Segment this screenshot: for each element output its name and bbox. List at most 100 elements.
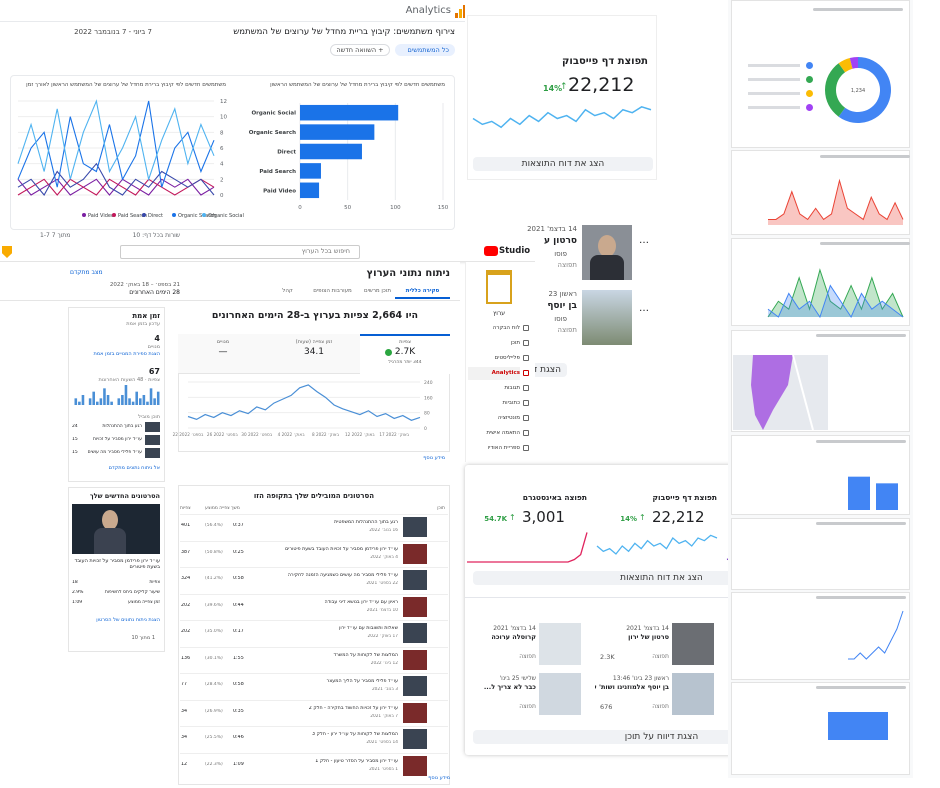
legend-dot bbox=[806, 104, 813, 111]
active-tab[interactable] bbox=[360, 334, 450, 374]
legend-dot bbox=[806, 76, 813, 83]
line bbox=[187, 384, 421, 421]
more: … bbox=[639, 235, 649, 246]
up-arrow: ↑ bbox=[639, 513, 646, 522]
video-title: המלצות של לקוחות על עו״ד ירון - חלק 3 bbox=[312, 732, 398, 737]
realtime-title: זמן אמת bbox=[132, 312, 160, 320]
post-thumbnail bbox=[672, 623, 714, 665]
bar bbox=[156, 391, 160, 405]
legend-swatch bbox=[142, 213, 146, 217]
post-date: 14 בדצמ' 2021 bbox=[493, 625, 536, 632]
widget-card bbox=[731, 150, 910, 235]
line bbox=[17, 178, 215, 196]
legend-label: Organic Social bbox=[208, 213, 244, 219]
nav-icon bbox=[523, 400, 529, 406]
line bbox=[767, 268, 904, 318]
line bbox=[472, 106, 652, 129]
x-tick-label: 50 bbox=[344, 205, 351, 211]
tab[interactable]: מעורבות הצופים bbox=[313, 288, 352, 294]
bar bbox=[300, 143, 362, 160]
video-title: שאלות ותשובות עם עו״ד ירון bbox=[339, 626, 398, 631]
topbar bbox=[0, 242, 535, 262]
metric-label: תפוצת דף פייסבוק bbox=[652, 493, 717, 502]
x-tick-label: 0 bbox=[298, 205, 302, 211]
avg-percent: (25.5%) bbox=[205, 735, 223, 740]
video-date: 10 בדצמ׳ 2021 bbox=[366, 607, 398, 613]
legend-dot bbox=[806, 62, 813, 69]
views: 12 bbox=[181, 761, 188, 767]
nav-item[interactable]: לוח הבקרה bbox=[492, 325, 520, 331]
report-button[interactable]: הצג את דוח התוצאות bbox=[473, 157, 653, 171]
post-platform: פוסו bbox=[554, 315, 567, 323]
line bbox=[767, 284, 904, 319]
line-chart-title: משתמשים חדשים לפי קיבוץ ברירת מחדל של ער… bbox=[26, 82, 226, 88]
bar bbox=[78, 401, 81, 405]
widget-card bbox=[731, 592, 910, 680]
bar bbox=[828, 712, 888, 740]
tab[interactable]: קהל bbox=[282, 288, 293, 294]
post-title: כבר לא צריך ל... bbox=[483, 683, 536, 691]
text-placeholder bbox=[816, 334, 906, 337]
latest-video-title: עו״ד ירון פרידמן מסביר על זכויות העובד ב… bbox=[74, 558, 160, 570]
search-box[interactable] bbox=[120, 245, 360, 259]
bar bbox=[106, 395, 110, 405]
video-date: 14 בספט׳ 2021 bbox=[366, 740, 398, 745]
latest-card bbox=[68, 487, 165, 652]
nav-icon bbox=[523, 325, 529, 331]
donut-center: 1,234 bbox=[851, 88, 865, 94]
nav-item[interactable]: תוכן bbox=[510, 340, 520, 346]
legend-swatch bbox=[202, 213, 206, 217]
add-comparison[interactable]: השוואה חדשה + bbox=[330, 44, 390, 56]
video-title: ראיון עם עו״ד ירון בנושא דיני עבודה bbox=[324, 599, 398, 605]
nav-item[interactable]: מונטיזציה bbox=[497, 415, 520, 421]
more-link[interactable]: מידע נוסף bbox=[423, 455, 445, 461]
nav-item[interactable]: כתוביות bbox=[502, 400, 520, 406]
chart bbox=[733, 354, 828, 431]
divider bbox=[465, 597, 858, 598]
date-range[interactable]: 7 ביוני - 7 בנובמבר 2022 bbox=[74, 28, 152, 36]
video-date: 17 באוק׳ 2022 bbox=[367, 634, 399, 639]
metric-change: 14% bbox=[620, 515, 637, 523]
item-title: עו״ד ירון מסביר על זכויות bbox=[93, 437, 142, 442]
realtime-more[interactable]: אל ניתוח נתונים מתקדם bbox=[108, 465, 160, 471]
post-date: שלישי 25 בינו' bbox=[499, 675, 536, 682]
video-date: 1 בספט׳ 2021 bbox=[369, 766, 398, 772]
nav-item[interactable]: תגובות bbox=[504, 385, 520, 391]
row-divider bbox=[180, 752, 448, 754]
tab[interactable]: תוכן מרשים bbox=[364, 288, 391, 294]
nav-item[interactable]: Analytics bbox=[468, 367, 520, 380]
avg-percent: (28.4%) bbox=[205, 682, 223, 687]
x-tick-label: 22 בספט׳ 2022 bbox=[173, 432, 204, 437]
nav-item[interactable]: פלייליסטים bbox=[494, 355, 520, 361]
nav-item[interactable]: ספריית האודיו bbox=[487, 445, 520, 451]
up-arrow: ↑ bbox=[509, 513, 516, 522]
stat-value: 2.9% bbox=[72, 590, 84, 595]
metric-note: 344 יותר מהרגיל bbox=[388, 360, 422, 365]
column-header: תוכן bbox=[437, 506, 445, 511]
x-tick-label: 26 בספט׳ 2022 bbox=[207, 432, 238, 437]
filter-chip[interactable]: כל המשתמשים bbox=[395, 44, 455, 56]
subs-link[interactable]: הצגת ספירת המנויים בזמן אמת bbox=[93, 351, 160, 357]
date-label[interactable]: 28 הימים האחרונים bbox=[129, 289, 180, 296]
top-content-more[interactable]: מידע נוסף bbox=[428, 775, 450, 781]
report-title: צירוף משתמשים: קיבוץ בריית מחדל של ערוצי… bbox=[230, 27, 455, 37]
nav-item[interactable]: התאמה אישית bbox=[486, 430, 520, 436]
chart bbox=[768, 178, 904, 225]
advanced-mode[interactable]: מצב מתקדם bbox=[70, 269, 103, 276]
thumbnail bbox=[145, 435, 160, 445]
avg-percent: (56.4%) bbox=[205, 523, 223, 528]
up-arrow: ↑ bbox=[560, 82, 568, 92]
metric-value: 3,001 bbox=[522, 508, 565, 526]
chart bbox=[767, 268, 904, 319]
avg-duration: 1:55 bbox=[233, 655, 244, 661]
row-divider bbox=[180, 593, 448, 595]
pager: 1 מתוך 10 bbox=[131, 635, 155, 641]
more: … bbox=[639, 303, 649, 314]
latest-link[interactable]: הצגת ניתוח נתונים של הסרטון bbox=[96, 617, 160, 623]
avg-duration: 0:35 bbox=[233, 708, 244, 714]
x-tick-label: 30 בספט׳ 2022 bbox=[241, 432, 272, 437]
rows-per-page[interactable]: שורות בכל דף: 10 bbox=[132, 232, 180, 239]
tab[interactable]: סקירה כללית bbox=[395, 288, 450, 299]
x-tick-label: 8 באוק׳ 2022 bbox=[312, 432, 340, 437]
